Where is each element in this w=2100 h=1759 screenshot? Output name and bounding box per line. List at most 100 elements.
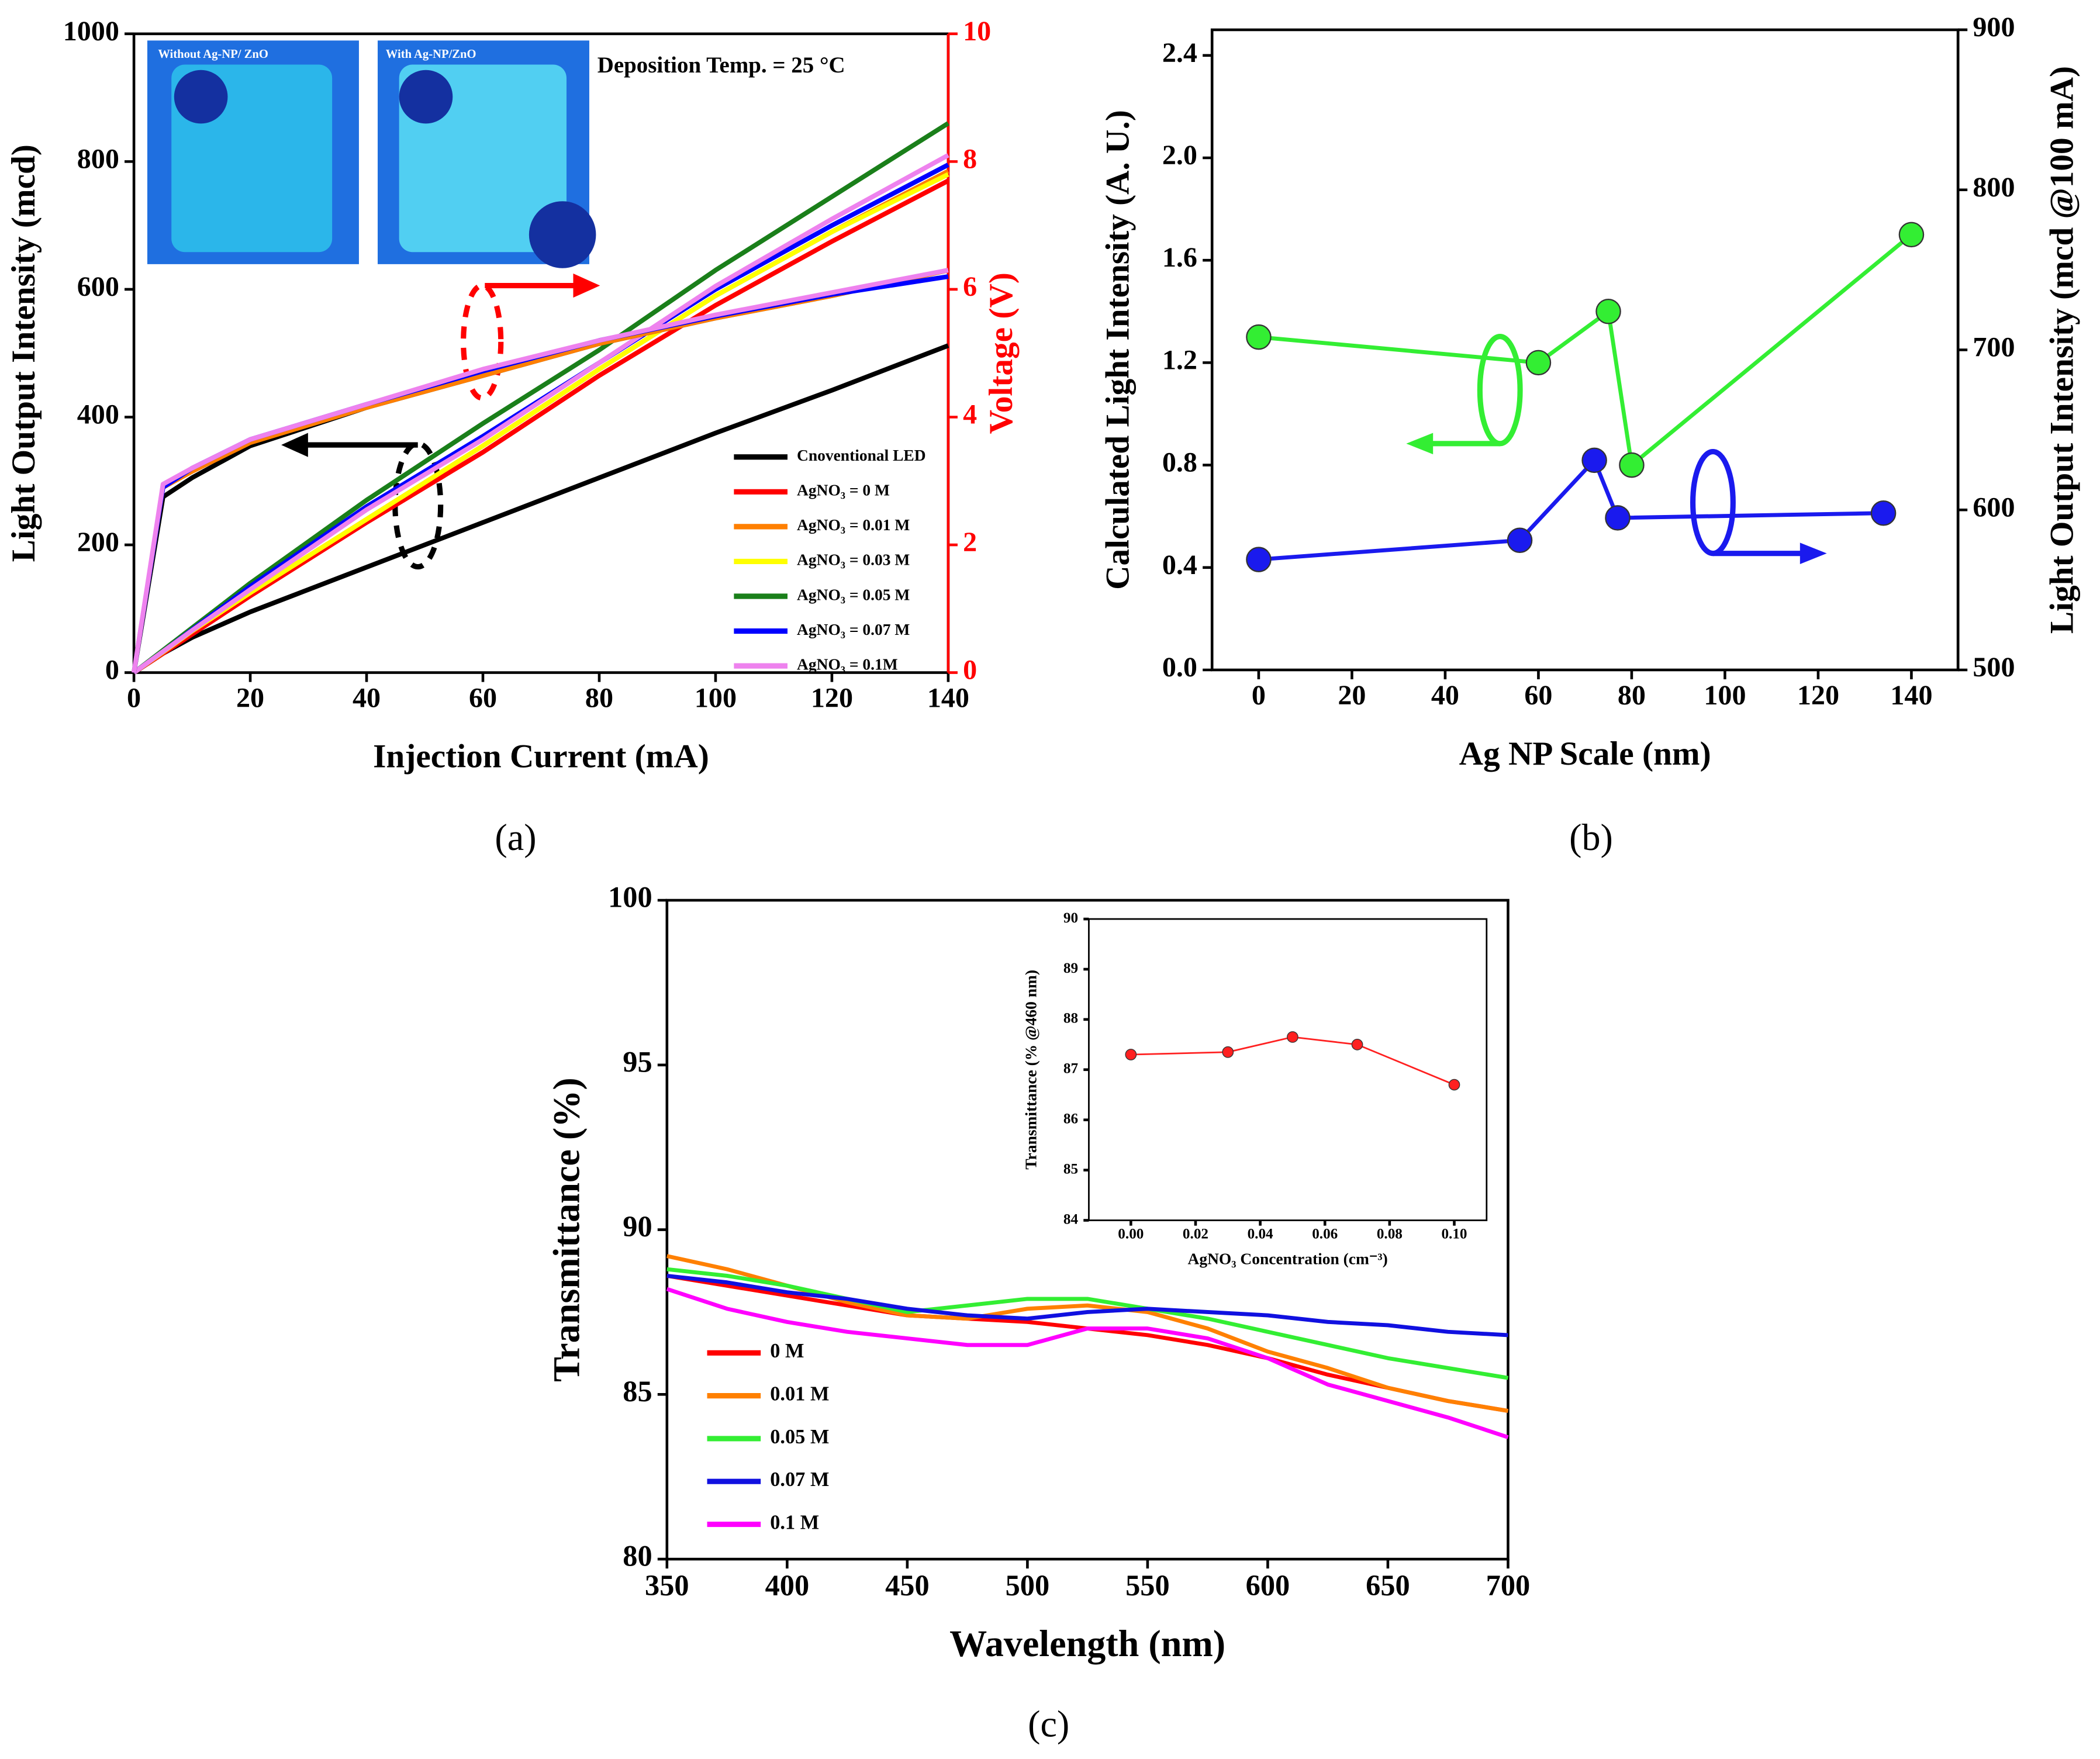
series-line [132,268,949,673]
plot-frame [1210,28,1960,672]
y2-tick-label: 700 [1973,332,2015,363]
x-tick-label: 100 [1704,680,1746,711]
series-line [666,1274,1508,1338]
y-tick-label: 89 [1063,960,1078,976]
point [1448,1079,1460,1091]
annotation: Deposition Temp. = 25 °C [597,53,845,78]
x-tick-label: 140 [927,683,969,714]
point [1870,500,1897,526]
y-tick-label: 2.0 [1162,140,1197,171]
x-tick-label: 0.10 [1441,1226,1467,1242]
ellipse [1690,449,1736,557]
x-tick-label: 20 [236,683,264,714]
photo-pad [174,70,228,124]
y-tick-label: 88 [1063,1011,1078,1027]
point [1525,350,1552,376]
y2-tick-label: 8 [963,143,977,174]
point [1595,299,1621,324]
point [1246,324,1272,350]
legend-label: AgNO₃ = 0.01 M [797,516,910,534]
callouts [281,273,1827,570]
y-tick-label: 84 [1063,1211,1079,1227]
x-tick-label: 140 [1890,680,1932,711]
x-tick-label: 450 [885,1569,930,1602]
y-axis-label: Calculated Light Intensity (A. U.) [1100,110,1137,590]
series-line [1258,458,1884,562]
y2-tick-label: 600 [1973,492,2015,523]
x-tick-label: 100 [695,683,737,714]
series-line [1258,233,1913,468]
x-tick-label: 40 [1431,680,1459,711]
series-group [1246,222,1925,572]
legend-label: Cnoventional LED [797,447,926,464]
x-tick-label: 0.04 [1248,1226,1273,1242]
x-tick-label: 350 [645,1569,689,1602]
x-tick-label: 80 [1618,680,1646,711]
legend-label: 0 M [770,1340,804,1362]
y-tick-label: 85 [623,1375,652,1408]
y2-tick-label: 500 [1973,652,2015,683]
y-axis-label: Transmittance (% @460 nm) [1023,970,1040,1170]
legend-label: 0.1 M [770,1511,819,1533]
x-tick-label: 0 [1252,680,1266,711]
arrow-head [281,433,308,457]
y2-tick-label: 6 [963,271,977,302]
legend-label: 0.07 M [770,1468,829,1491]
y-tick-label: 85 [1063,1161,1078,1177]
x-tick-label: 60 [469,683,497,714]
x-tick-label: 0 [127,683,141,714]
y2-tick-label: 4 [963,399,977,430]
y-tick-label: 100 [608,881,652,914]
x-tick-label: 500 [1006,1569,1050,1602]
y-tick-label: 87 [1063,1061,1078,1077]
x-tick-label: 0.08 [1377,1226,1403,1242]
y-tick-label: 90 [1063,910,1078,926]
x-tick-label: 550 [1125,1569,1170,1602]
arrow-head [1799,542,1827,565]
y-tick-label: 600 [77,271,119,302]
x-tick-label: 0.06 [1312,1226,1338,1242]
point [1351,1038,1363,1050]
x-tick-label: 400 [765,1569,810,1602]
legend-label: 0.05 M [770,1426,829,1448]
ellipse [461,282,504,401]
y-axis-label: Light Output Intensity (mcd) [5,144,42,562]
y-tick-label: 86 [1063,1111,1078,1126]
x-tick-label: 0.00 [1118,1226,1144,1242]
point [1222,1046,1234,1058]
point [1287,1031,1298,1043]
y2-tick-label: 10 [963,16,991,47]
legend-label: AgNO₃ = 0.1M [797,655,898,673]
x-tick-label: 0.02 [1183,1226,1208,1242]
y2-axis-label: Voltage (V) [983,272,1020,434]
point [1246,547,1272,572]
point [1581,447,1607,474]
legend-label: AgNO₃ = 0 M [797,482,890,499]
y-tick-label: 1000 [63,16,119,47]
y2-tick-label: 2 [963,527,977,558]
series-group [666,1254,1509,1439]
y-tick-label: 1.6 [1162,242,1197,273]
legend-label: 0.01 M [770,1383,829,1405]
legend-label: AgNO₃ = 0.03 M [797,551,910,569]
y-tick-label: 200 [77,527,119,558]
y2-axis-label: Light Output Intensity (mcd @100 mA) [2044,66,2081,634]
x-tick-label: 60 [1524,680,1552,711]
y-tick-label: 0.4 [1162,550,1197,580]
x-tick-label: 20 [1338,680,1366,711]
photo-label: Without Ag-NP/ ZnO [158,48,268,61]
arrow-head [573,273,600,298]
x-axis-label: Ag NP Scale (nm) [1459,735,1711,772]
point [1125,1049,1137,1060]
y-tick-label: 80 [623,1540,652,1573]
photo-label: With Ag-NP/ZnO [386,48,476,61]
y-tick-label: 1.2 [1162,344,1197,375]
x-tick-label: 120 [811,683,853,714]
series-line [666,1267,1509,1380]
y-tick-label: 95 [623,1045,652,1078]
y2-tick-label: 800 [1973,172,2015,203]
panel-label: (a) [495,817,536,858]
series-line [132,268,949,673]
series-line [132,153,949,675]
series-line [132,274,949,673]
